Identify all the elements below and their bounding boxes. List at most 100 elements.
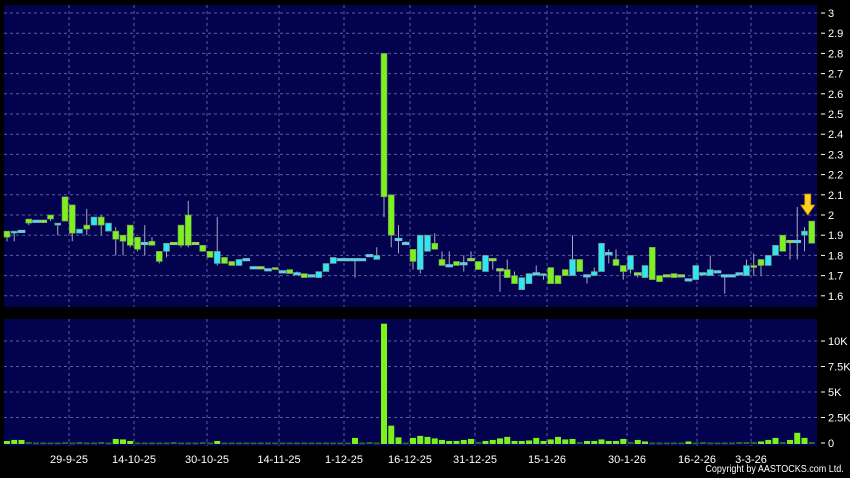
candle xyxy=(32,219,40,223)
price-tick-label: 2.7 xyxy=(828,69,843,81)
candle xyxy=(482,255,489,272)
candle xyxy=(554,275,562,284)
candle-doji xyxy=(699,272,707,276)
candle xyxy=(213,217,221,266)
candle-body xyxy=(525,273,533,284)
price-tick-label: 2.9 xyxy=(828,28,843,40)
price-tick-label: 2 xyxy=(828,210,834,222)
volume-bar xyxy=(265,442,271,445)
candle xyxy=(242,258,251,262)
volume-bar xyxy=(729,442,735,445)
volume-bar xyxy=(772,437,779,444)
volume-bar xyxy=(642,441,648,444)
volume-bar xyxy=(366,441,373,444)
candle-body xyxy=(576,259,584,272)
volume-bar xyxy=(402,442,409,445)
volume-bar xyxy=(69,442,76,445)
volume-bar xyxy=(779,441,786,444)
candle xyxy=(336,258,345,262)
volume-tick-label: 0 xyxy=(828,438,834,450)
candle xyxy=(459,255,468,272)
price-tick-label: 3 xyxy=(828,8,834,20)
candle xyxy=(416,234,424,274)
candle-doji xyxy=(278,270,287,274)
volume-bar xyxy=(431,438,438,444)
candle xyxy=(76,228,83,234)
candle-doji xyxy=(358,258,367,262)
date-tick-label: 16-12-25 xyxy=(388,454,432,466)
volume-bar xyxy=(323,442,329,445)
candle-body xyxy=(474,261,482,270)
candle xyxy=(329,257,337,264)
candle xyxy=(97,215,105,236)
date-tick-label: 14-10-25 xyxy=(112,454,156,466)
candle-body xyxy=(540,273,547,276)
candle xyxy=(735,272,744,276)
price-tick-label: 2.2 xyxy=(828,170,843,182)
volume-bar xyxy=(214,440,221,444)
candle-body xyxy=(431,242,439,250)
volume-bar xyxy=(678,442,685,445)
candle-body xyxy=(3,230,11,238)
date-tick-label: 1-12-25 xyxy=(325,454,363,466)
date-tick-label: 15-1-26 xyxy=(528,454,566,466)
candle-body xyxy=(68,204,76,234)
volume-bar xyxy=(18,439,25,444)
candle xyxy=(764,255,772,266)
candle-doji xyxy=(720,274,729,278)
candle-body xyxy=(409,249,417,262)
candle-body xyxy=(511,275,518,284)
volume-bar xyxy=(555,436,561,444)
candle xyxy=(322,263,330,272)
volume-bar xyxy=(272,442,279,445)
volume-bar xyxy=(482,440,489,444)
candle xyxy=(641,265,649,278)
candle-body xyxy=(315,271,323,278)
volume-bar xyxy=(199,442,206,444)
candle-doji xyxy=(713,270,722,274)
volume-bar xyxy=(286,442,293,445)
candle-doji xyxy=(39,219,48,223)
candle xyxy=(394,225,403,254)
candle-body xyxy=(155,251,163,262)
volume-bar xyxy=(279,442,286,445)
candle-doji xyxy=(684,278,693,282)
candle-doji xyxy=(488,258,497,262)
candle-body xyxy=(25,218,33,224)
volume-bar xyxy=(40,442,47,445)
date-tick-label: 14-11-25 xyxy=(257,454,300,466)
candle xyxy=(772,245,779,256)
volume-tick-label: 5K xyxy=(828,387,842,399)
volume-bar xyxy=(424,436,431,444)
candle xyxy=(633,272,642,278)
volume-bar xyxy=(33,442,39,445)
candle-body xyxy=(228,261,236,266)
volume-bar xyxy=(743,441,750,444)
candle xyxy=(518,277,526,291)
candle-body xyxy=(612,259,620,266)
candle xyxy=(503,259,511,278)
candle-doji xyxy=(467,258,475,262)
candle xyxy=(692,265,700,280)
candle-body xyxy=(235,259,243,266)
price-tick-label: 1.7 xyxy=(828,271,843,283)
candle xyxy=(191,241,200,246)
candle xyxy=(532,265,541,276)
candle-doji xyxy=(249,266,258,270)
date-tick-label: 3-3-26 xyxy=(735,454,767,466)
candle xyxy=(511,271,518,284)
price-tick-label: 2.3 xyxy=(828,149,843,161)
candle-body xyxy=(453,261,460,266)
volume-bar xyxy=(504,436,511,444)
volume-bar xyxy=(620,438,627,444)
candle-body xyxy=(329,257,337,264)
candle-body xyxy=(47,214,54,220)
volume-bar xyxy=(83,442,90,445)
volume-bar xyxy=(344,442,351,445)
volume-bar xyxy=(671,442,677,445)
volume-bar xyxy=(453,440,460,444)
candle-body xyxy=(83,224,91,230)
volume-bar xyxy=(540,440,547,444)
candle xyxy=(68,204,76,242)
candle xyxy=(670,273,678,278)
